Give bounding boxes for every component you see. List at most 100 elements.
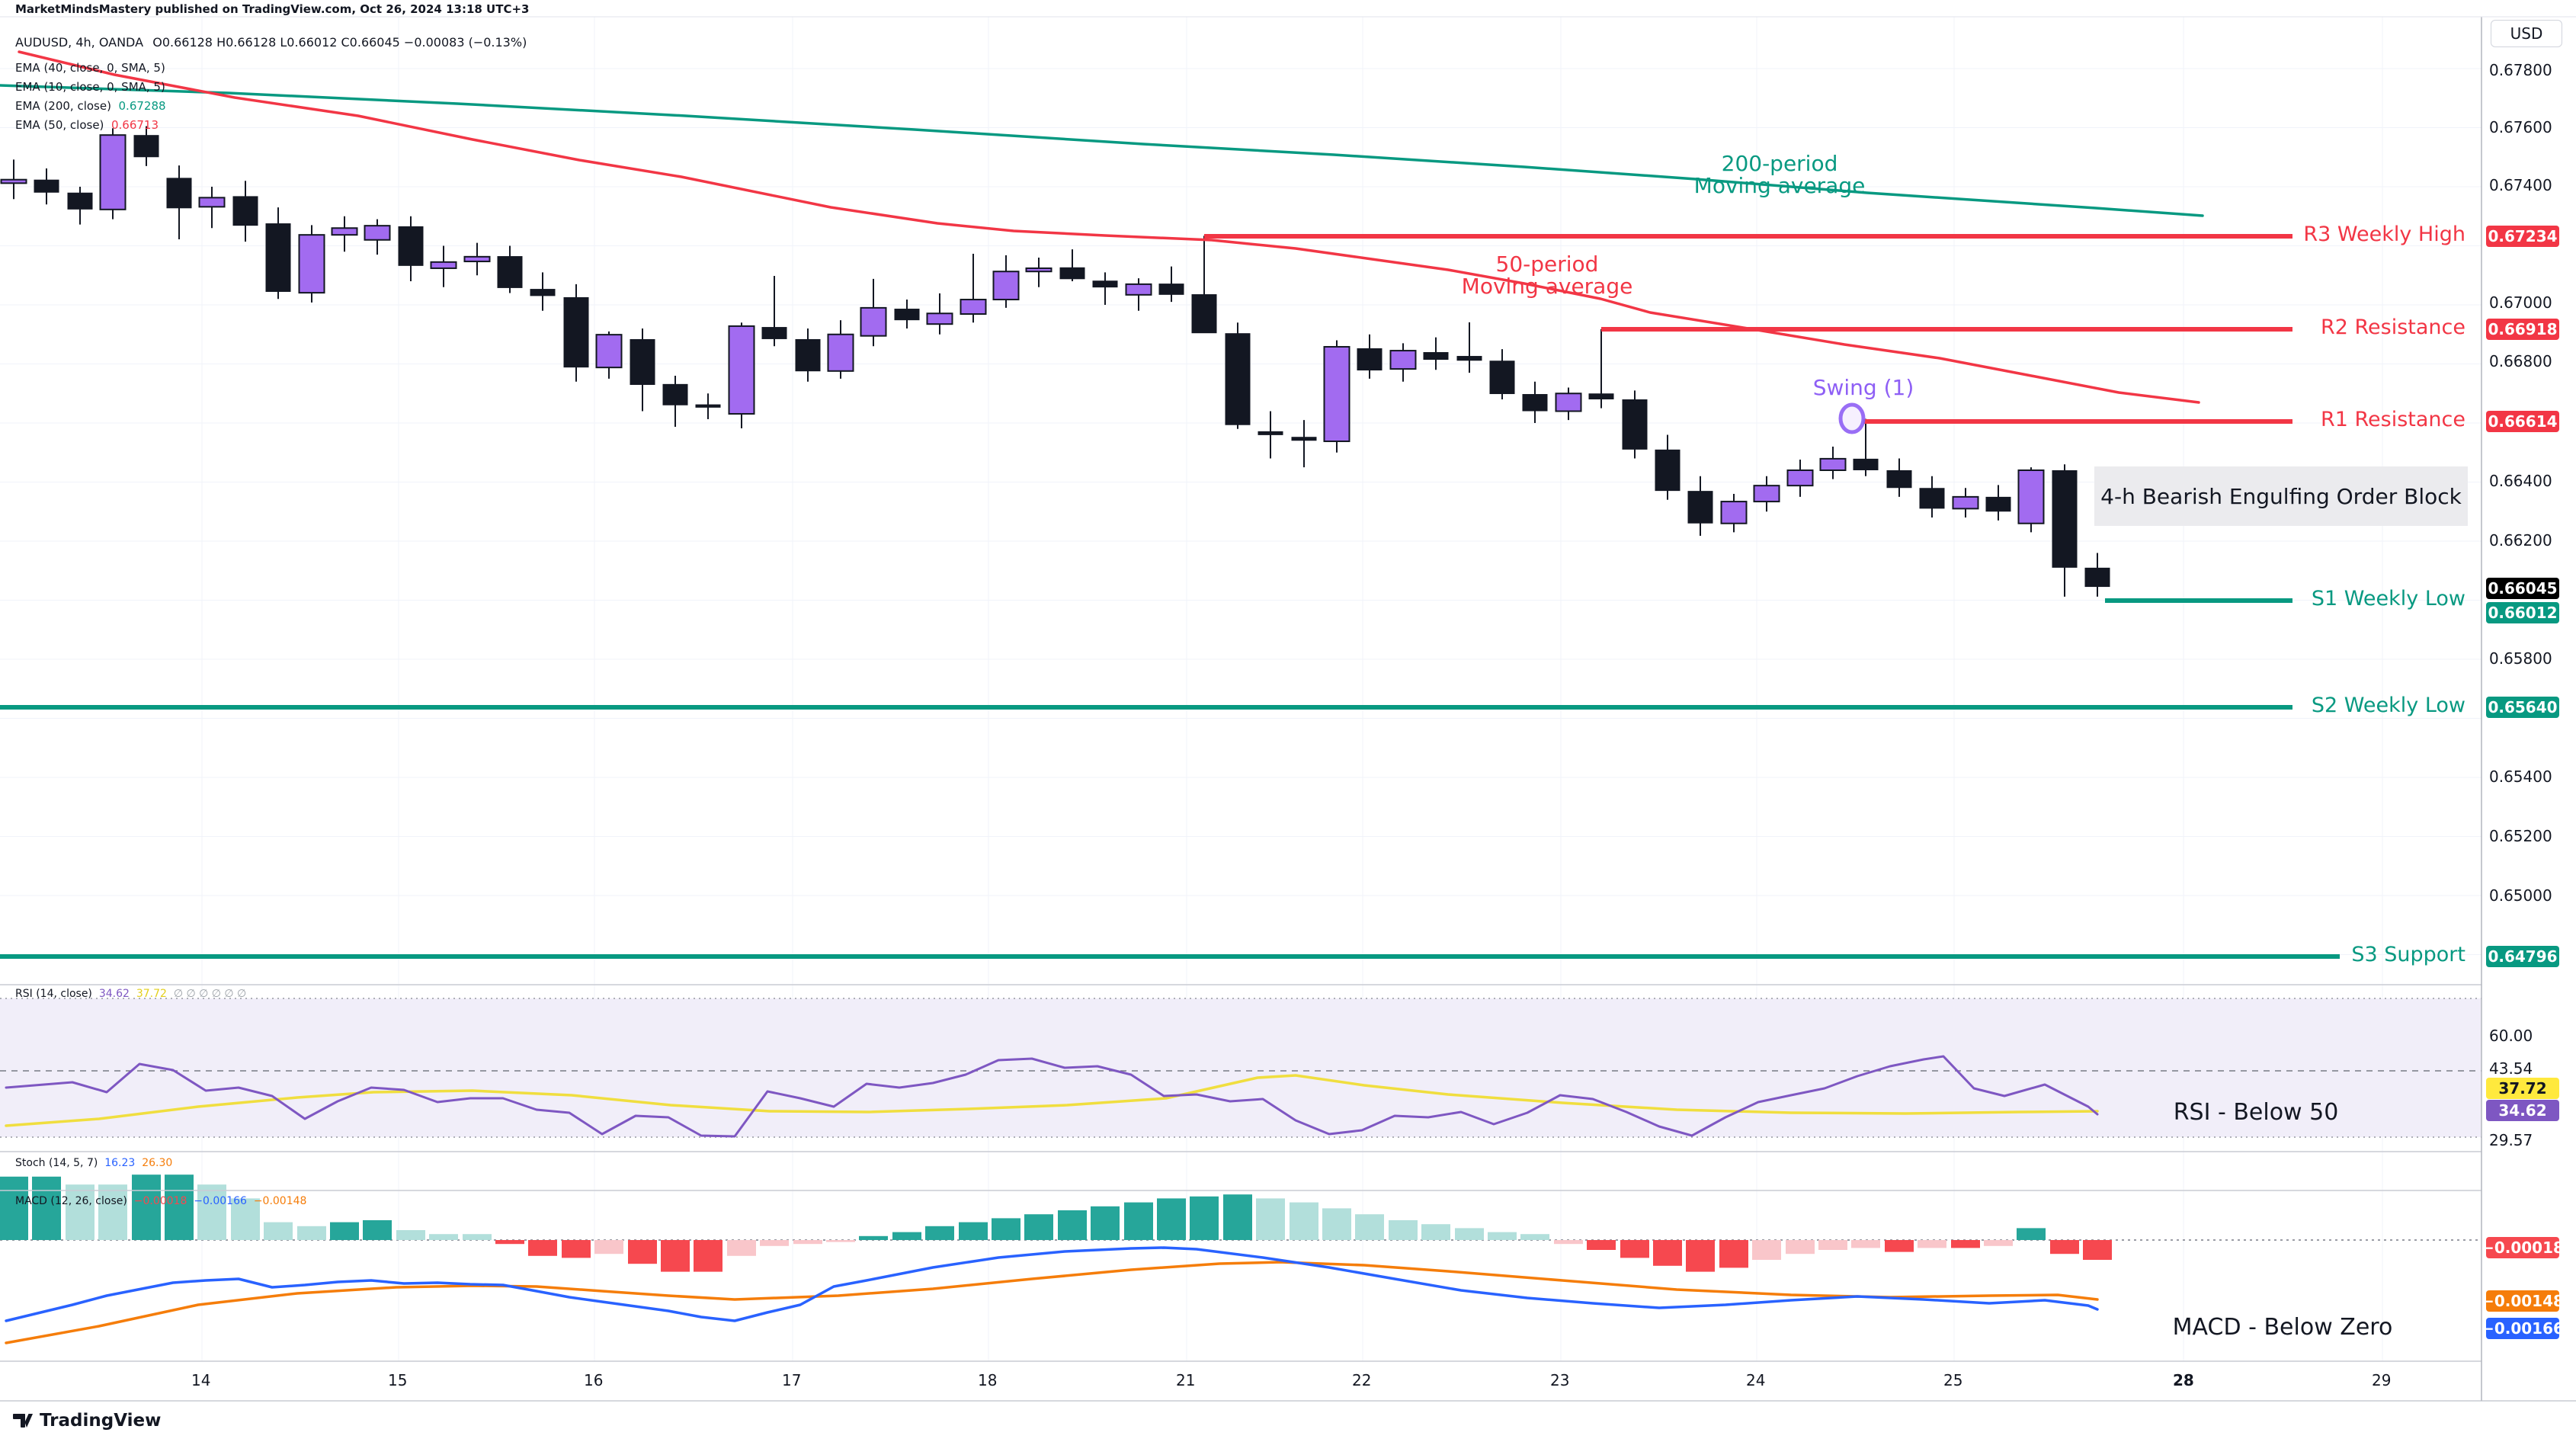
- macd-hist-bar: [2050, 1240, 2079, 1255]
- axis-tick: 0.65000: [2489, 886, 2552, 905]
- tradingview-logo[interactable]: TradingView: [12, 1410, 161, 1431]
- axis-badge: 0.66614: [2486, 411, 2559, 432]
- ema40-legend[interactable]: EMA (40, close, 0, SMA, 5): [15, 61, 165, 75]
- level-label-r2[interactable]: R2 Resistance: [2320, 316, 2465, 339]
- macd-hist-bar: [594, 1240, 623, 1255]
- macd-hist-bar: [760, 1240, 789, 1246]
- macd-hist-bar: [1223, 1194, 1252, 1240]
- level-label-r3[interactable]: R3 Weekly High: [2303, 223, 2465, 246]
- swing-annotation: Swing (1): [1812, 375, 1914, 400]
- macd-hist-bar: [562, 1240, 591, 1258]
- macd-hist-bar: [1455, 1228, 1484, 1240]
- macd-hist-bar: [1091, 1206, 1120, 1240]
- ma200-annotation: 200-period Moving average: [1693, 151, 1866, 199]
- macd-hist-bar: [2083, 1240, 2112, 1260]
- ema50-legend[interactable]: EMA (50, close) 0.66713: [15, 118, 159, 132]
- candle-bear: [1588, 393, 1614, 399]
- axis-tick: 0.67000: [2489, 293, 2552, 312]
- candle-bear: [1985, 496, 2011, 512]
- macd-hist-bar: [463, 1234, 492, 1240]
- macd-hist-bar: [1851, 1240, 1880, 1248]
- candle-bull: [1125, 283, 1152, 296]
- candle-bear: [1489, 360, 1515, 395]
- axis-badge: 0.64796: [2486, 946, 2559, 967]
- macd-hist-bar: [1818, 1240, 1847, 1250]
- macd-hist-bar: [132, 1174, 161, 1240]
- stoch-d-value: 26.30: [142, 1157, 173, 1169]
- ema200-legend[interactable]: EMA (200, close) 0.67288: [15, 99, 166, 113]
- macd-hist-value: −0.00018: [133, 1195, 187, 1207]
- macd-hist-bar: [1951, 1240, 1980, 1248]
- macd-hist-bar: [1290, 1202, 1318, 1240]
- candle-bull: [2017, 469, 2045, 524]
- level-label-s3[interactable]: S3 Support: [2351, 943, 2465, 966]
- candle-bear: [630, 338, 655, 386]
- candle-bull: [926, 312, 953, 325]
- swing-circle[interactable]: [1838, 402, 1866, 434]
- stoch-legend[interactable]: Stoch (14, 5, 7) 16.23 26.30: [15, 1157, 173, 1169]
- candle-bull: [960, 299, 987, 316]
- macd-hist-bar: [396, 1230, 425, 1240]
- currency-button[interactable]: USD: [2491, 20, 2562, 47]
- macd-hist-bar: [66, 1184, 95, 1240]
- candle-bear: [695, 404, 721, 408]
- candle-bull: [1323, 346, 1350, 443]
- series-line: [5, 1261, 2099, 1344]
- macd-hist-bar: [1918, 1240, 1946, 1248]
- candle-bull: [860, 306, 887, 337]
- candle-bull: [99, 134, 127, 210]
- axis-badge: 0.66012: [2486, 602, 2559, 623]
- symbol-legend[interactable]: AUDUSD, 4h, OANDA O0.66128 H0.66128 L0.6…: [15, 35, 527, 50]
- rsi-band: [0, 998, 2481, 1137]
- level-label-s1[interactable]: S1 Weekly Low: [2311, 587, 2465, 610]
- axis-badge: −0.00018: [2481, 1237, 2564, 1258]
- macd-hist-bar: [727, 1240, 756, 1256]
- macd-hist-bar: [330, 1222, 359, 1240]
- candle-bull: [595, 334, 623, 369]
- order-block-annotation: 4-h Bearish Engulfing Order Block: [2094, 466, 2468, 526]
- macd-note-annotation: MACD - Below Zero: [2172, 1314, 2393, 1341]
- candle-bull: [1753, 485, 1780, 503]
- macd-hist-bar: [859, 1235, 888, 1240]
- ema10-legend[interactable]: EMA (10, close, 0, SMA, 5): [15, 80, 165, 94]
- macd-hist-bar: [1421, 1224, 1450, 1240]
- time-label: 17: [782, 1371, 802, 1389]
- macd-hist-bar: [1786, 1240, 1815, 1255]
- series-line: [0, 84, 2204, 217]
- macd-hist-bar: [1058, 1210, 1087, 1240]
- macd-hist-bar: [1190, 1196, 1219, 1240]
- time-label: 28: [2173, 1371, 2194, 1389]
- macd-legend[interactable]: MACD (12, 26, close) −0.00018 −0.00166 −…: [15, 1195, 307, 1207]
- time-label: 22: [1352, 1371, 1372, 1389]
- series-line: [5, 1055, 2099, 1138]
- candle-bull: [1389, 350, 1417, 370]
- candle-bear: [1886, 470, 1912, 489]
- candle-bull: [1720, 501, 1748, 524]
- candle-bear: [1423, 352, 1449, 360]
- candle-bull: [430, 261, 457, 269]
- candle-bear: [563, 296, 589, 368]
- candle-bear: [1191, 294, 1217, 334]
- rsi-legend[interactable]: RSI (14, close) 34.62 37.72 ∅ ∅ ∅ ∅ ∅ ∅: [15, 988, 247, 1000]
- macd-hist-bar: [1620, 1240, 1649, 1258]
- macd-hist-bar: [1752, 1240, 1781, 1260]
- macd-hist-bar: [32, 1176, 61, 1240]
- candle-bear: [1456, 356, 1482, 361]
- macd-hist-bar: [2017, 1228, 2046, 1240]
- axis-tick: 0.65800: [2489, 649, 2552, 668]
- candle-bear: [1919, 488, 1945, 509]
- axis-tick: 43.54: [2489, 1059, 2533, 1078]
- macd-hist-bar: [197, 1184, 226, 1240]
- level-label-r1[interactable]: R1 Resistance: [2320, 408, 2465, 431]
- candle-bull: [364, 225, 391, 241]
- time-label: 23: [1550, 1371, 1570, 1389]
- candle-bear: [795, 338, 821, 372]
- axis-tick: 0.67600: [2489, 118, 2552, 136]
- level-label-s2[interactable]: S2 Weekly Low: [2311, 694, 2465, 717]
- rsi-value: 34.62: [98, 988, 130, 1000]
- time-label: 29: [2372, 1371, 2392, 1389]
- time-label: 16: [584, 1371, 604, 1389]
- candle-bear: [34, 179, 59, 193]
